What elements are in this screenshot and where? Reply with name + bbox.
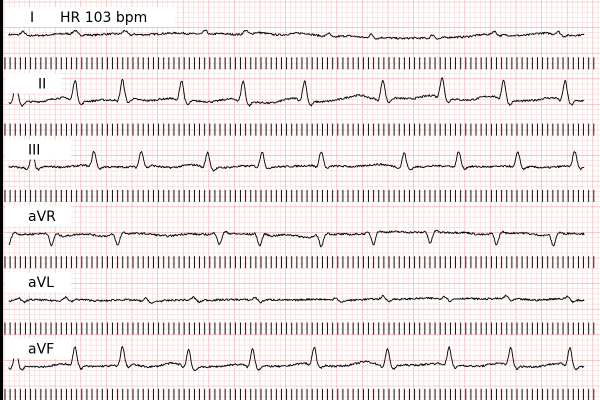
lead-trace-iii <box>8 150 585 172</box>
lead-label-avf: aVF <box>28 342 54 358</box>
lead-label-iii: III <box>28 143 40 159</box>
time-ticks <box>4 57 595 400</box>
heart-rate-label: HR 103 bpm <box>60 10 147 26</box>
lead-trace-avf <box>8 346 585 372</box>
lead-label-bg <box>5 272 71 293</box>
lead-label-bg <box>5 7 175 27</box>
lead-label-avr: aVR <box>28 209 56 225</box>
lead-label-i: I <box>30 10 34 26</box>
lead-trace-avr <box>8 229 585 248</box>
left-border <box>0 0 3 400</box>
lead-label-avl: aVL <box>28 275 54 291</box>
lead-trace-ii <box>8 77 585 107</box>
ecg-leads <box>8 29 585 372</box>
lead-label-bg <box>5 205 71 226</box>
lead-label-bg <box>5 338 71 359</box>
lead-trace-i <box>8 29 585 40</box>
lead-label-bg <box>5 139 71 160</box>
lead-label-ii: II <box>38 76 46 92</box>
lead-label-bg <box>5 73 61 94</box>
lead-trace-avl <box>8 294 585 304</box>
